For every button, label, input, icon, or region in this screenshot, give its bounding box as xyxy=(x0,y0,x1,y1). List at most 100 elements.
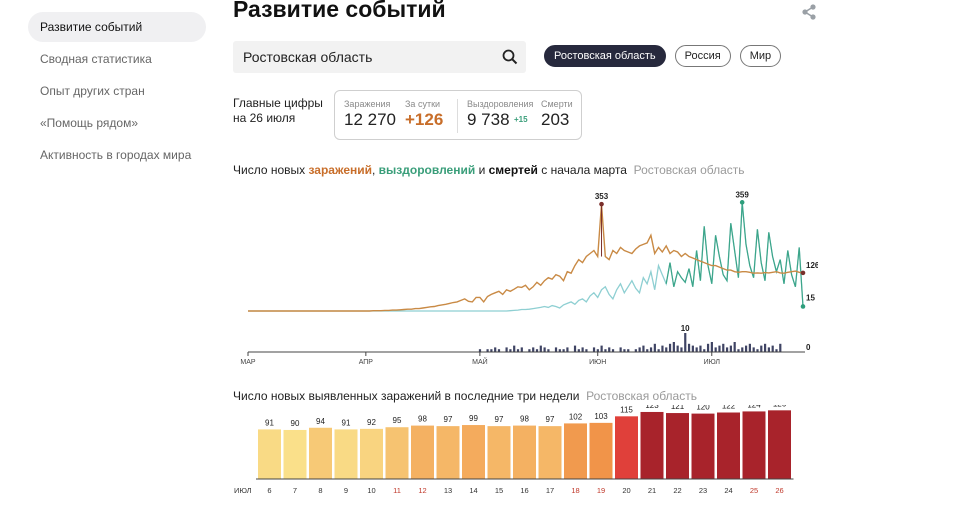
stat-daily-value: +126 xyxy=(405,110,444,129)
bar-value-label: 124 xyxy=(747,405,761,409)
bar-day-label: 19 xyxy=(597,486,605,495)
bar xyxy=(615,416,638,479)
sidebar-item-summary[interactable]: Сводная статистика xyxy=(40,52,152,66)
stat-deaths-value: 203 xyxy=(541,110,570,129)
bar-day-label: 6 xyxy=(267,486,271,495)
stat-recovered-delta: +15 xyxy=(514,115,528,124)
bar-value-label: 99 xyxy=(469,414,478,423)
search-icon[interactable] xyxy=(502,49,518,65)
bar-day-label: 18 xyxy=(571,486,579,495)
death-bar xyxy=(714,347,717,352)
death-bar xyxy=(737,349,740,352)
death-bar xyxy=(680,347,683,352)
bar-day-label: 10 xyxy=(367,486,375,495)
bar-day-label: 14 xyxy=(469,486,477,495)
bar xyxy=(309,427,332,479)
death-bar xyxy=(554,347,558,352)
death-bar xyxy=(532,347,535,352)
bar-value-label: 126 xyxy=(773,405,787,408)
region-search[interactable] xyxy=(233,41,526,73)
stat-recovered: Выздоровления 9 738 xyxy=(467,99,533,130)
deaths-last-label: 0 xyxy=(806,343,811,352)
death-bar xyxy=(478,349,482,352)
death-bar xyxy=(638,347,641,352)
bar xyxy=(691,413,715,479)
bar-day-label: 13 xyxy=(444,486,452,495)
bar xyxy=(487,426,511,479)
infections-line xyxy=(248,204,804,312)
bar-day-label: 23 xyxy=(699,486,707,495)
bar xyxy=(666,413,689,479)
recoveries-peak-label: 359 xyxy=(735,190,749,199)
death-bar xyxy=(619,347,622,352)
cases-line-chart: МАР АПР МАЙ ИЮН ИЮЛ 353 359 126 15 10 0 xyxy=(240,190,818,365)
stat-recovered-value: 9 738 xyxy=(467,110,510,129)
bar-value-label: 97 xyxy=(444,415,453,424)
death-bar xyxy=(497,349,501,352)
region-pill-russia[interactable]: Россия xyxy=(674,45,731,67)
chart2-title-text: Число новых выявленных заражений в после… xyxy=(233,389,580,403)
sidebar-item-other-countries[interactable]: Опыт других стран xyxy=(40,84,145,98)
stat-infected-value: 12 270 xyxy=(344,110,396,129)
search-input[interactable] xyxy=(243,49,493,65)
bar-value-label: 94 xyxy=(316,417,325,426)
main-figures-date: на 26 июля xyxy=(233,111,296,125)
death-bar xyxy=(486,349,489,352)
death-bar xyxy=(710,342,713,352)
bar-value-label: 103 xyxy=(594,412,608,421)
infections-last-dot xyxy=(800,270,806,276)
death-bar xyxy=(600,345,603,352)
sidebar-item-world-cities[interactable]: Активность в городах мира xyxy=(40,148,192,162)
recoveries-peaks-line xyxy=(665,202,804,307)
bar-day-label: 12 xyxy=(418,486,426,495)
bar-value-label: 91 xyxy=(265,418,274,427)
chart1-title-sep: , xyxy=(372,163,379,177)
region-pill-rostov[interactable]: Ростовская область xyxy=(544,45,666,67)
death-bar xyxy=(703,349,706,352)
death-bar xyxy=(649,347,653,352)
bar-value-label: 121 xyxy=(671,405,685,411)
bar xyxy=(717,412,740,479)
bar-day-label: 24 xyxy=(724,486,732,495)
stat-recovered-label: Выздоровления xyxy=(467,99,534,109)
bar xyxy=(334,429,358,479)
page-title: Развитие событий xyxy=(233,0,446,22)
death-bar xyxy=(509,349,512,352)
bar-value-label: 123 xyxy=(645,405,659,410)
death-bar xyxy=(763,343,767,352)
death-bar xyxy=(535,349,539,352)
death-bar xyxy=(733,342,736,352)
main-figures-label: Главные цифры на 26 июля xyxy=(233,96,323,126)
bar xyxy=(462,425,485,479)
bar xyxy=(283,429,307,479)
death-bar xyxy=(596,349,599,352)
recoveries-last-label: 15 xyxy=(806,293,815,302)
sidebar-item-help-nearby[interactable]: «Помощь рядом» xyxy=(40,116,138,130)
death-bar xyxy=(646,349,649,352)
bar-day-label: 17 xyxy=(546,486,554,495)
chart1-title-suffix: с начала марта xyxy=(537,163,627,177)
chart1-title-recoveries: выздоровлений xyxy=(378,163,476,177)
death-bar xyxy=(543,347,546,352)
death-bar xyxy=(767,347,770,352)
death-bar xyxy=(505,347,508,352)
bar-month-label: ИЮЛ xyxy=(234,486,252,495)
stat-daily-label: За сутки xyxy=(405,99,441,109)
death-bar xyxy=(718,345,721,352)
death-bar xyxy=(577,349,580,352)
region-pill-world[interactable]: Мир xyxy=(739,45,782,67)
bar-value-label: 91 xyxy=(342,418,351,427)
death-bar xyxy=(706,343,710,352)
bar-value-label: 122 xyxy=(722,405,736,411)
death-bar xyxy=(490,349,493,352)
death-bar xyxy=(513,345,516,352)
death-bar xyxy=(691,345,694,352)
chart1-title-and: и xyxy=(475,163,489,177)
chart2-title-region: Ростовская область xyxy=(586,389,697,403)
share-icon[interactable] xyxy=(800,3,818,21)
bar-value-label: 92 xyxy=(367,418,376,427)
sidebar-item-events[interactable]: Развитие событий xyxy=(28,12,206,42)
region-filter: Ростовская область Россия Мир xyxy=(544,45,790,67)
bar-value-label: 97 xyxy=(495,415,504,424)
bar-value-label: 98 xyxy=(520,415,529,424)
